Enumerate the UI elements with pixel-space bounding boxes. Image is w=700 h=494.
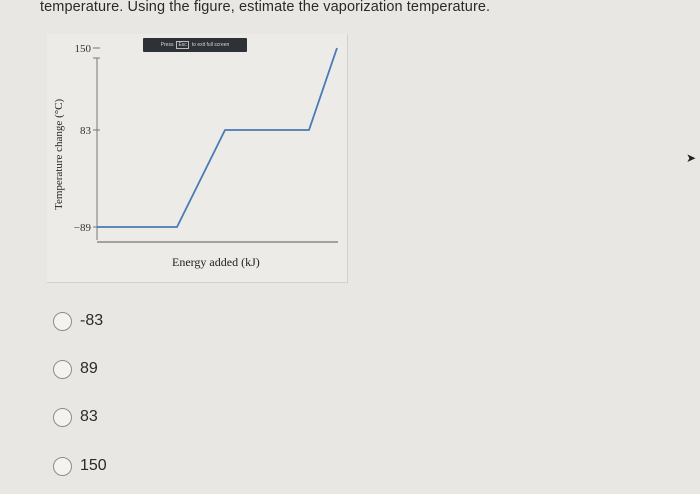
option-1[interactable]: -83	[53, 308, 143, 334]
banner-text: to exit full screen	[191, 42, 230, 48]
radio-button[interactable]	[53, 456, 72, 476]
heating-curve-line	[97, 47, 338, 228]
y-axis-label: Temperature change (°C)	[53, 99, 65, 210]
radio-button[interactable]	[53, 311, 72, 331]
radio-button[interactable]	[53, 407, 72, 427]
banner-esc-key: Esc	[176, 41, 189, 49]
option-label: 89	[80, 360, 98, 377]
y-tick-label: −89	[74, 222, 92, 234]
x-axis-label: Energy added (kJ)	[172, 255, 260, 269]
banner-press: Press	[160, 42, 174, 48]
radio-button[interactable]	[53, 359, 72, 379]
option-label: 83	[80, 408, 98, 425]
question-text: temperature. Using the figure, estimate …	[40, 0, 491, 15]
mouse-cursor-icon: ➤	[686, 151, 697, 165]
option-label: -83	[80, 312, 104, 329]
y-tick-label: 150	[75, 43, 92, 55]
option-4[interactable]: 150	[53, 453, 143, 479]
y-tick-label: 83	[80, 125, 92, 137]
option-label: 150	[80, 457, 107, 474]
option-2[interactable]: 89	[53, 356, 143, 382]
option-3[interactable]: 83	[53, 404, 143, 430]
fullscreen-banner: Press Esc to exit full screen	[143, 38, 247, 52]
